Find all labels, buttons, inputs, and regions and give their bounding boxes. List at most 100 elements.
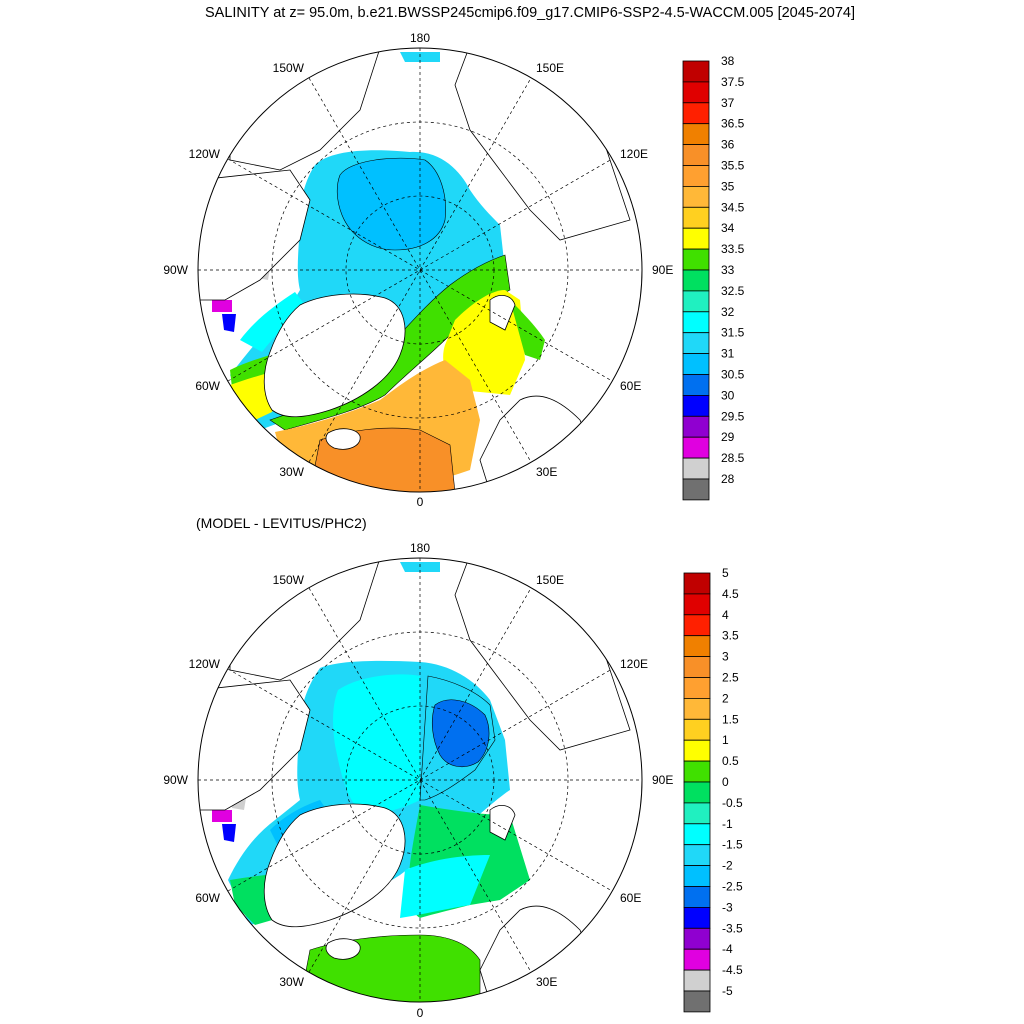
salinity-lon-labels: 180 150E 120E 90E 60E 30E 0 30W 60W 90W … xyxy=(163,31,673,509)
colorbar-swatch xyxy=(683,844,711,867)
colorbar-swatch xyxy=(682,185,710,208)
colorbar-swatch xyxy=(683,614,711,637)
colorbar-swatch xyxy=(682,311,710,334)
colorbar-swatch xyxy=(682,269,710,292)
colorbar-label: -5 xyxy=(722,984,733,998)
lon-label: 30E xyxy=(536,465,557,479)
colorbar-label: 29.5 xyxy=(721,409,745,423)
colorbar-label: 34.5 xyxy=(721,200,745,214)
colorbar-label: 38 xyxy=(721,54,735,68)
colorbar-label: 5 xyxy=(722,566,729,580)
colorbar-swatch xyxy=(682,353,710,375)
colorbar-label: -4 xyxy=(722,942,733,956)
colorbar-swatch xyxy=(683,656,711,678)
lon-label: 60W xyxy=(195,379,220,393)
difference-lon-labels: 180 150E 120E 90E 60E 30E 0 30W 60W 90W … xyxy=(163,541,673,1020)
colorbar-label: 1.5 xyxy=(722,712,739,726)
colorbar-swatch xyxy=(683,802,711,825)
colorbar-label: 0 xyxy=(722,775,729,789)
lon-label: 120W xyxy=(189,147,221,161)
lon-label: 120E xyxy=(620,147,648,161)
colorbar-swatch xyxy=(682,60,710,83)
colorbar-swatch xyxy=(682,332,710,355)
salinity-land-canada xyxy=(198,169,311,301)
colorbar-swatch xyxy=(683,948,711,971)
panel2-title: (MODEL - LEVITUS/PHC2) xyxy=(196,515,367,531)
salinity-colorbar: 38 37.5 37 36.5 36 35.5 35 34.5 34 33.5 33 32.5 32 31… xyxy=(682,54,745,501)
colorbar-swatch xyxy=(682,123,710,145)
colorbar-label: 35 xyxy=(721,179,735,193)
lon-label: 0 xyxy=(417,1006,424,1020)
colorbar-swatch xyxy=(683,760,711,783)
colorbar-swatch xyxy=(682,227,710,250)
colorbar-label: 31 xyxy=(721,347,735,361)
colorbar-label: 30 xyxy=(721,388,735,402)
colorbar-label: -0.5 xyxy=(722,796,743,810)
lon-label: 150W xyxy=(273,573,305,587)
difference-field xyxy=(198,558,631,1002)
difference-land-canada xyxy=(198,679,311,811)
colorbar-swatch xyxy=(682,457,710,480)
colorbar-label: 2.5 xyxy=(722,671,739,685)
colorbar-swatch xyxy=(683,907,711,929)
colorbar-label: 1 xyxy=(722,733,729,747)
colorbar-label: -1 xyxy=(722,817,733,831)
colorbar-label: 30.5 xyxy=(721,368,745,382)
colorbar-swatch xyxy=(683,593,711,616)
salinity-region-front-green xyxy=(269,254,511,431)
salinity-region-canada-basin xyxy=(336,157,446,251)
colorbar-swatch xyxy=(682,436,710,459)
lon-label: 180 xyxy=(410,541,430,555)
lon-label: 120W xyxy=(189,657,221,671)
difference-region-hudson-blue xyxy=(222,824,236,842)
colorbar-swatch xyxy=(683,698,711,720)
colorbar-swatch xyxy=(683,739,711,762)
colorbar-swatch xyxy=(682,290,710,313)
salinity-region-hudson-mag xyxy=(212,300,232,312)
lon-label: 30W xyxy=(279,465,304,479)
colorbar-label: -2 xyxy=(722,859,733,873)
lon-label: 60E xyxy=(620,379,641,393)
colorbar-swatch xyxy=(683,823,711,846)
difference-region-hudson-mag xyxy=(212,810,232,822)
lon-label: 90E xyxy=(652,263,673,277)
lon-label: 0 xyxy=(417,495,424,509)
colorbar-label: 37.5 xyxy=(721,75,745,89)
colorbar-swatch xyxy=(682,102,710,125)
colorbar-label: -2.5 xyxy=(722,880,743,894)
colorbar-swatch xyxy=(682,415,710,438)
colorbar-label: 31.5 xyxy=(721,326,745,340)
colorbar-swatch xyxy=(682,374,710,396)
colorbar-label: 37 xyxy=(721,96,735,110)
colorbar-swatch xyxy=(682,81,710,104)
colorbar-label: 35.5 xyxy=(721,159,745,173)
colorbar-label: 33 xyxy=(721,263,735,277)
lon-label: 90W xyxy=(163,263,188,277)
lon-label: 90E xyxy=(652,773,673,787)
difference-graticule xyxy=(198,558,642,1002)
salinity-land-iceland xyxy=(325,428,361,450)
colorbar-label: 32.5 xyxy=(721,284,745,298)
colorbar-swatch xyxy=(682,478,710,501)
colorbar-label: 28.5 xyxy=(721,451,745,465)
colorbar-label: -3 xyxy=(722,900,733,914)
salinity-map: 180 150E 120E 90E 60E 30E 0 30W 60W 90W … xyxy=(163,31,673,509)
difference-land-novaya xyxy=(489,805,516,841)
colorbar-label: -4.5 xyxy=(722,963,743,977)
colorbar-swatch xyxy=(683,969,711,992)
colorbar-label: 36 xyxy=(721,138,735,152)
colorbar-label: 4.5 xyxy=(722,587,739,601)
lon-label: 90W xyxy=(163,773,188,787)
colorbar-swatch xyxy=(682,165,710,187)
difference-map: 180 150E 120E 90E 60E 30E 0 30W 60W 90W … xyxy=(163,541,673,1020)
colorbar-swatch xyxy=(683,781,711,804)
colorbar-label: 28 xyxy=(721,472,735,486)
lon-label: 30W xyxy=(279,975,304,989)
colorbar-label: -1.5 xyxy=(722,838,743,852)
difference-colorbar: 5 4.5 4 3.5 3 2.5 2 1.5 1 0.5 0 -0.5 -1 -1.5 -2 -2.5 -3 -… xyxy=(683,566,743,1013)
colorbar-swatch xyxy=(683,886,711,908)
figure-title: SALINITY at z= 95.0m, b.e21.BWSSP245cmip… xyxy=(205,5,855,21)
lon-label: 120E xyxy=(620,657,648,671)
colorbar-label: -3.5 xyxy=(722,921,743,935)
